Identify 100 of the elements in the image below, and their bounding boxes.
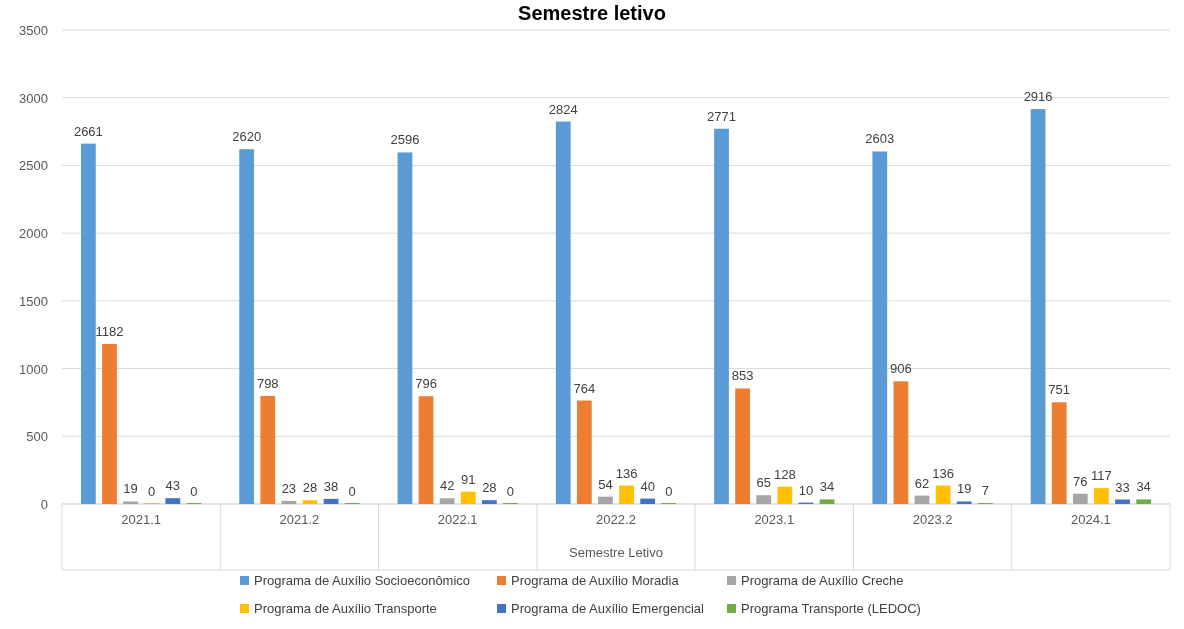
data-label: 2661 bbox=[73, 123, 103, 139]
y-tick-label: 500 bbox=[26, 429, 48, 445]
data-label: 906 bbox=[890, 361, 912, 377]
x-axis-title: Semestre Letivo bbox=[569, 545, 663, 560]
data-label: 2620 bbox=[232, 129, 262, 145]
bar bbox=[80, 143, 96, 504]
bar bbox=[714, 128, 729, 504]
legend-label: Programa Transporte (LEDOC) bbox=[741, 601, 921, 616]
x-tick-label: 2021.1 bbox=[121, 512, 162, 527]
y-tick-label: 1500 bbox=[19, 293, 48, 309]
bar bbox=[481, 500, 497, 504]
y-tick-label: 3500 bbox=[19, 23, 48, 38]
data-label: 10 bbox=[798, 482, 814, 498]
x-tick-label: 2022.2 bbox=[596, 512, 636, 527]
chart-title: Semestre letivo bbox=[518, 2, 666, 24]
data-label: 43 bbox=[165, 478, 181, 494]
data-label: 62 bbox=[914, 475, 930, 491]
data-label: 2603 bbox=[865, 131, 895, 147]
data-label: 798 bbox=[256, 375, 279, 391]
data-label: 2916 bbox=[1023, 89, 1053, 105]
bar bbox=[777, 486, 793, 504]
data-label: 0 bbox=[148, 484, 156, 499]
bar bbox=[640, 498, 656, 504]
bar bbox=[872, 151, 888, 504]
x-tick-label: 2023.1 bbox=[754, 512, 795, 527]
bar bbox=[1072, 493, 1088, 504]
bar bbox=[302, 500, 318, 504]
data-label: 1182 bbox=[95, 323, 124, 339]
data-label: 7 bbox=[981, 483, 989, 499]
data-label: 42 bbox=[439, 478, 455, 494]
y-tick-label: 0 bbox=[40, 497, 48, 512]
bar bbox=[102, 343, 117, 504]
bar bbox=[935, 485, 951, 504]
x-tick-label: 2023.2 bbox=[912, 512, 953, 527]
bar bbox=[1115, 499, 1130, 504]
data-label: 54 bbox=[598, 476, 613, 492]
data-label: 19 bbox=[123, 481, 138, 497]
bar bbox=[756, 495, 772, 504]
bar bbox=[281, 500, 297, 504]
data-label: 0 bbox=[190, 484, 198, 499]
data-label: 23 bbox=[281, 480, 297, 496]
data-label: 2596 bbox=[390, 132, 420, 148]
bar bbox=[1094, 488, 1109, 504]
data-label: 91 bbox=[461, 471, 476, 487]
bar bbox=[123, 501, 138, 504]
bar bbox=[619, 485, 634, 504]
legend-label: Programa de Auxílio Moradia bbox=[511, 573, 680, 588]
bar bbox=[460, 491, 476, 504]
x-tick-label: 2022.1 bbox=[437, 512, 478, 527]
bar bbox=[323, 498, 339, 504]
bar bbox=[576, 400, 592, 504]
y-tick-label: 1000 bbox=[19, 361, 48, 377]
data-label: 853 bbox=[731, 368, 754, 384]
bar bbox=[914, 495, 930, 504]
legend-label: Programa de Auxílio Socioeconômico bbox=[254, 573, 471, 588]
data-label: 136 bbox=[932, 465, 954, 481]
data-label: 764 bbox=[573, 380, 596, 396]
data-label: 65 bbox=[756, 475, 771, 491]
bar bbox=[239, 149, 255, 504]
data-label: 28 bbox=[482, 480, 497, 496]
bar bbox=[1136, 499, 1151, 504]
bar bbox=[735, 388, 751, 504]
x-tick-label: 2021.2 bbox=[279, 512, 320, 527]
bar bbox=[439, 498, 455, 504]
bar bbox=[1051, 402, 1067, 504]
bar bbox=[418, 396, 434, 504]
y-tick-label: 2500 bbox=[19, 158, 48, 174]
data-label: 28 bbox=[302, 480, 318, 496]
data-label: 0 bbox=[506, 484, 515, 499]
bar bbox=[555, 121, 571, 504]
bar bbox=[260, 395, 276, 504]
bar bbox=[956, 501, 972, 504]
bar bbox=[819, 499, 835, 504]
legend-label: Programa de Auxílio Emergencial bbox=[511, 601, 705, 616]
data-label: 33 bbox=[1115, 479, 1130, 495]
data-label: 136 bbox=[615, 465, 638, 481]
data-label: 19 bbox=[956, 481, 972, 497]
y-tick-label: 3000 bbox=[19, 90, 48, 106]
x-tick-label: 2024.1 bbox=[1070, 512, 1111, 527]
y-tick-label: 2000 bbox=[19, 226, 48, 242]
bar bbox=[1030, 109, 1046, 504]
data-label: 76 bbox=[1073, 473, 1088, 489]
bar bbox=[397, 152, 413, 504]
data-label: 0 bbox=[348, 484, 356, 499]
data-label: 2824 bbox=[548, 101, 578, 117]
data-label: 34 bbox=[1136, 479, 1151, 495]
legend-label: Programa de Auxílio Transporte bbox=[254, 601, 437, 616]
data-label: 34 bbox=[819, 479, 835, 495]
bar bbox=[893, 381, 909, 504]
data-label: 751 bbox=[1048, 382, 1071, 398]
bar bbox=[598, 496, 613, 504]
data-label: 117 bbox=[1091, 468, 1112, 484]
data-label: 128 bbox=[773, 466, 796, 482]
data-label: 40 bbox=[640, 478, 655, 494]
data-label: 2771 bbox=[707, 108, 736, 124]
data-label: 38 bbox=[323, 478, 339, 494]
legend-label: Programa de Auxílio Creche bbox=[741, 573, 904, 588]
data-label: 796 bbox=[415, 376, 437, 392]
bar bbox=[165, 498, 181, 504]
data-label: 0 bbox=[665, 484, 673, 499]
